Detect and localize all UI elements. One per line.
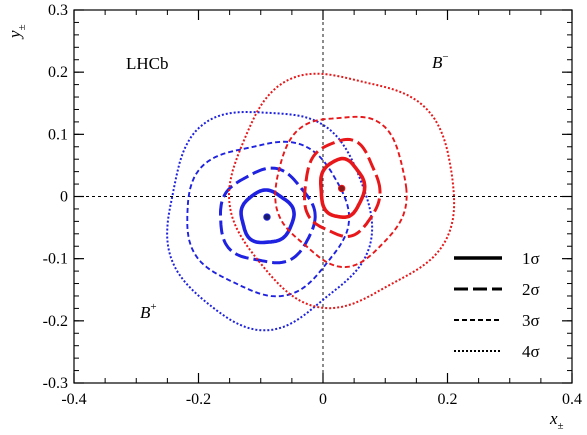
contour-b-minus-2sigma xyxy=(303,137,382,238)
central-value-markers xyxy=(263,184,346,221)
x-axis-ticks: -0.4 -0.2 0 0.2 0.4 xyxy=(61,10,582,408)
contour-b-plus-4sigma xyxy=(166,110,374,332)
x-axis-label-sub: ± xyxy=(558,420,564,432)
x-tick-label: 0.2 xyxy=(438,391,458,408)
series-label-b-minus-name: B xyxy=(432,53,443,72)
contour-b-minus-4sigma xyxy=(227,72,456,310)
series-label-b-plus-name: B xyxy=(140,303,151,322)
series-label-b-plus-sup: + xyxy=(150,301,156,313)
y-tick-label: 0.1 xyxy=(48,126,68,143)
legend: 1σ 2σ 3σ 4σ xyxy=(454,249,540,361)
y-axis-ticks: -0.3 -0.2 -0.1 0 0.1 0.2 0.3 xyxy=(43,2,572,392)
x-tick-label: 0 xyxy=(319,391,327,408)
series-label-b-minus-sup: − xyxy=(442,51,448,63)
y-tick-label: 0.3 xyxy=(48,2,68,19)
central-value-b-plus xyxy=(263,213,271,221)
x-axis-label: x± xyxy=(549,409,564,432)
contour-layer xyxy=(166,72,456,332)
contour-b-plus-1sigma xyxy=(239,188,296,245)
x-axis-label-main: x xyxy=(549,409,558,428)
series-label-b-minus: B− xyxy=(432,51,449,72)
series-label-b-plus: B+ xyxy=(140,301,157,322)
legend-label-3sigma: 3σ xyxy=(522,311,540,330)
y-tick-label: -0.2 xyxy=(43,313,68,330)
legend-label-4sigma: 4σ xyxy=(522,342,540,361)
contour-b-minus-1sigma xyxy=(319,156,367,219)
contour-b-plus-2sigma xyxy=(219,166,317,265)
y-tick-label: 0.2 xyxy=(48,64,68,81)
x-tick-label: 0.4 xyxy=(562,391,582,408)
experiment-label: LHCb xyxy=(126,54,169,73)
y-tick-label: -0.1 xyxy=(43,251,68,268)
legend-label-1sigma: 1σ xyxy=(522,249,540,268)
y-axis-label-sub: ± xyxy=(16,24,28,30)
contour-b-minus-3sigma xyxy=(274,115,408,269)
y-axis-label-main: y xyxy=(5,30,24,40)
y-tick-label: -0.3 xyxy=(43,375,68,392)
x-tick-label: -0.4 xyxy=(61,391,86,408)
legend-label-2sigma: 2σ xyxy=(522,280,540,299)
y-axis-label: y± xyxy=(5,24,28,40)
x-tick-label: -0.2 xyxy=(186,391,211,408)
central-value-b-minus xyxy=(337,184,346,193)
y-tick-label: 0 xyxy=(60,189,68,206)
contour-b-plus-3sigma xyxy=(186,140,351,298)
